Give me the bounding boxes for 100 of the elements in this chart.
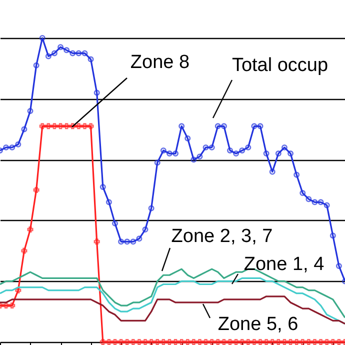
point: [184, 339, 191, 345]
point: [166, 339, 172, 345]
point: [118, 238, 124, 245]
point: [148, 205, 154, 212]
point: [214, 123, 221, 130]
point: [160, 147, 166, 154]
point: [312, 339, 318, 345]
point: [281, 144, 288, 150]
point: [88, 123, 94, 130]
point: [130, 339, 136, 345]
point: [45, 53, 52, 60]
point: [15, 141, 22, 148]
point: [214, 339, 221, 345]
point: [148, 339, 154, 345]
point: [190, 156, 197, 163]
point: [106, 339, 112, 345]
point: [106, 199, 112, 206]
point: [306, 339, 312, 345]
point: [94, 90, 100, 96]
point: [245, 339, 252, 345]
point: [3, 302, 10, 309]
point: [263, 150, 270, 157]
point: [294, 339, 300, 345]
point: [208, 339, 215, 345]
point: [88, 56, 94, 62]
point: [257, 123, 264, 130]
point: [9, 144, 16, 150]
point: [251, 123, 258, 130]
point: [220, 339, 227, 345]
point: [58, 123, 64, 130]
point: [118, 339, 124, 345]
annotation: Total occup: [232, 55, 328, 76]
point: [233, 339, 240, 345]
point: [220, 123, 227, 130]
point: [178, 123, 185, 130]
point: [184, 135, 191, 142]
point: [27, 226, 34, 233]
point: [76, 50, 82, 56]
point: [202, 339, 209, 345]
point: [142, 226, 148, 233]
point: [64, 123, 70, 130]
point: [172, 150, 179, 157]
point: [142, 339, 148, 345]
point: [239, 147, 246, 154]
point: [245, 144, 252, 150]
point: [130, 238, 136, 245]
point: [336, 339, 342, 345]
point: [70, 50, 76, 56]
annotation: Zone 5, 6: [218, 314, 298, 335]
point: [190, 339, 197, 345]
point: [82, 50, 88, 56]
point: [336, 263, 342, 269]
point: [330, 339, 336, 345]
point: [233, 150, 240, 157]
point: [178, 339, 185, 345]
point: [82, 123, 88, 130]
point: [21, 126, 28, 132]
point: [324, 339, 330, 345]
point: [112, 220, 118, 226]
point: [51, 50, 58, 56]
point: [275, 150, 282, 157]
point: [281, 339, 288, 345]
point: [196, 154, 203, 160]
point: [136, 339, 142, 345]
point: [294, 172, 300, 178]
point: [39, 123, 46, 130]
point: [288, 339, 294, 345]
point: [27, 108, 34, 114]
point: [202, 144, 209, 150]
point: [21, 248, 28, 254]
point: [100, 339, 106, 345]
point: [318, 339, 324, 345]
point: [160, 339, 166, 345]
point: [275, 339, 282, 345]
point: [33, 187, 40, 193]
point: [9, 302, 16, 309]
point: [251, 339, 258, 345]
point: [196, 339, 203, 345]
point: [300, 339, 306, 345]
point: [94, 238, 100, 245]
point: [263, 339, 270, 345]
point: [45, 123, 52, 130]
point: [136, 236, 142, 242]
point: [288, 150, 294, 157]
point: [300, 190, 306, 196]
point: [3, 144, 10, 150]
point: [330, 232, 336, 239]
annotation: Zone 2, 3, 7: [171, 226, 273, 247]
point: [227, 147, 233, 154]
point: [51, 123, 58, 130]
point: [318, 199, 324, 206]
annotation: Zone 8: [130, 52, 190, 73]
point: [124, 238, 130, 245]
point: [324, 202, 330, 208]
point: [154, 160, 160, 166]
point: [239, 339, 246, 345]
point: [154, 339, 160, 345]
point: [64, 47, 70, 54]
point: [208, 144, 215, 150]
point: [76, 123, 82, 130]
